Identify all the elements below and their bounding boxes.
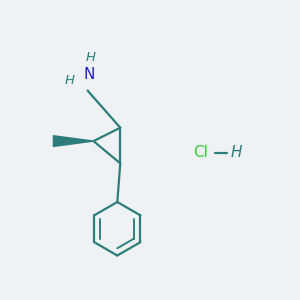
Text: H: H [65,74,75,87]
Text: Cl: Cl [193,146,208,160]
Text: N: N [83,67,95,82]
Text: H: H [230,146,242,160]
Polygon shape [53,136,94,146]
Text: H: H [85,51,96,64]
